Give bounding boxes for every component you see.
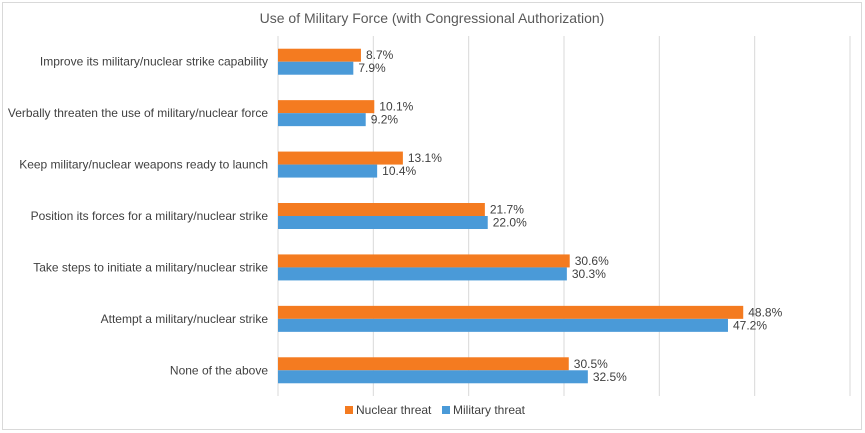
bars xyxy=(278,48,744,384)
category-label: Take steps to initiate a military/nuclea… xyxy=(33,260,268,274)
legend-swatch xyxy=(345,406,353,414)
category-label: Keep military/nuclear weapons ready to l… xyxy=(19,158,268,172)
bar xyxy=(278,318,728,332)
data-label: 30.3% xyxy=(572,267,606,281)
data-label: 8.7% xyxy=(366,48,394,62)
bar xyxy=(278,267,567,281)
bar xyxy=(278,61,354,75)
bar xyxy=(278,151,403,165)
category-label: Position its forces for a military/nucle… xyxy=(31,209,269,223)
bar xyxy=(278,203,485,216)
bar xyxy=(278,357,569,371)
bar xyxy=(278,100,375,114)
data-label: 48.8% xyxy=(748,305,782,319)
data-label: 9.2% xyxy=(371,113,399,127)
legend-label: Military threat xyxy=(453,403,526,417)
data-label: 30.6% xyxy=(575,254,609,268)
bar xyxy=(278,305,744,319)
chart-title: Use of Military Force (with Congressiona… xyxy=(260,10,605,26)
category-label: Attempt a military/nuclear strike xyxy=(101,312,269,326)
data-label: 13.1% xyxy=(408,151,442,165)
legend-swatch xyxy=(442,406,450,414)
data-label: 32.5% xyxy=(593,370,627,384)
legend-label: Nuclear threat xyxy=(356,403,432,417)
data-label: 10.1% xyxy=(379,100,413,114)
data-labels: 8.7%7.9% 10.1%9.2% 13.1%10.4% 21.7%22.0% 30.… xyxy=(358,48,782,384)
data-label: 21.7% xyxy=(490,203,524,217)
data-label: 22.0% xyxy=(493,216,527,230)
bar xyxy=(278,48,361,62)
legend: Nuclear threat Military threat xyxy=(345,403,526,417)
bar xyxy=(278,164,378,178)
category-labels: Improve its military/nuclear strike capa… xyxy=(8,55,268,378)
category-label: Improve its military/nuclear strike capa… xyxy=(40,55,268,69)
data-label: 7.9% xyxy=(358,61,386,75)
data-label: 30.5% xyxy=(574,357,608,371)
bar xyxy=(278,254,570,268)
bar xyxy=(278,113,366,127)
category-label: None of the above xyxy=(170,363,268,377)
data-label: 10.4% xyxy=(382,164,416,178)
category-label: Verbally threaten the use of military/nu… xyxy=(8,106,268,120)
bar xyxy=(278,370,588,384)
bar xyxy=(278,216,488,229)
gridlines xyxy=(277,36,851,396)
data-label: 47.2% xyxy=(733,318,767,332)
